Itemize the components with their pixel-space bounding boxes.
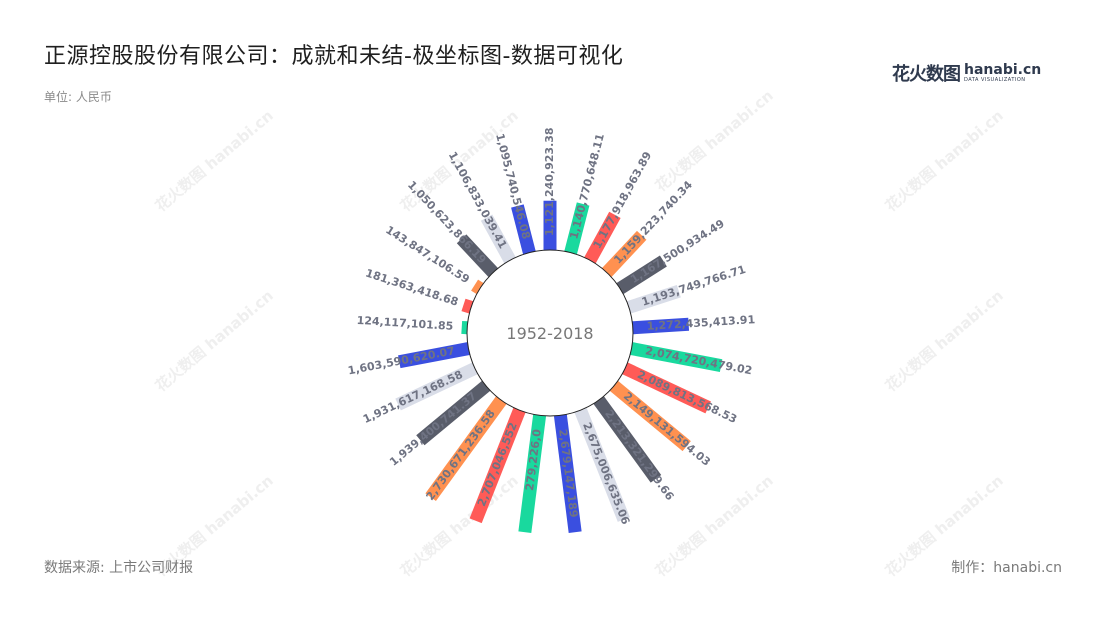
- center-circle: [466, 249, 634, 417]
- polar-bar: [616, 255, 667, 295]
- value-label: 279,226,0: [523, 428, 544, 491]
- polar-bar: [469, 407, 526, 524]
- polar-bar: [584, 211, 621, 264]
- value-label: 1,121,240,923.38: [543, 127, 556, 236]
- polar-bar: [480, 214, 516, 264]
- polar-bar: [630, 342, 723, 373]
- value-label: 2,074,720,479.02: [644, 344, 753, 377]
- brand-logo: 花火数图 hanabi.cn DATA VISUALIZATION: [892, 60, 1041, 86]
- polar-bar: [609, 380, 691, 452]
- polar-bar: [456, 234, 498, 277]
- polar-bar: [416, 380, 491, 446]
- polar-bar: [553, 414, 582, 533]
- value-label: 124,117,101.85: [356, 314, 453, 333]
- value-label: 1,603,590,620.07: [347, 344, 456, 377]
- polar-bar: [626, 284, 681, 314]
- logo-mark: 花火数图: [892, 64, 961, 85]
- logo-sub: DATA VISUALIZATION: [964, 77, 1026, 83]
- polar-bar: [518, 414, 547, 533]
- polar-bar: [461, 320, 468, 335]
- polar-bar: [574, 407, 630, 522]
- value-label: 1,272,435,413.91: [646, 313, 755, 333]
- maker-credit: 制作：hanabi.cn: [951, 560, 1062, 576]
- center-label: 1952-2018: [506, 324, 593, 343]
- polar-bar: [602, 230, 647, 277]
- value-label: 2,679,147,189: [556, 428, 580, 518]
- logo-text: hanabi.cn DATA VISUALIZATION: [964, 63, 1041, 83]
- polar-bar: [511, 204, 536, 255]
- polar-bar: [471, 279, 484, 295]
- polar-bar: [398, 342, 470, 369]
- polar-bar: [395, 362, 478, 411]
- polar-bar: [564, 202, 590, 255]
- polar-bar: [543, 200, 557, 250]
- chart-title: 正源控股股份有限公司：成就和未结-极坐标图-数据可视化: [44, 44, 624, 69]
- polar-bar: [425, 396, 507, 502]
- data-source: 数据来源: 上市公司财报: [44, 560, 194, 576]
- polar-bar: [622, 362, 711, 414]
- polar-bar: [632, 317, 690, 335]
- unit-label: 单位: 人民币: [44, 90, 112, 104]
- logo-main: hanabi.cn: [964, 62, 1042, 78]
- polar-bar: [593, 396, 662, 483]
